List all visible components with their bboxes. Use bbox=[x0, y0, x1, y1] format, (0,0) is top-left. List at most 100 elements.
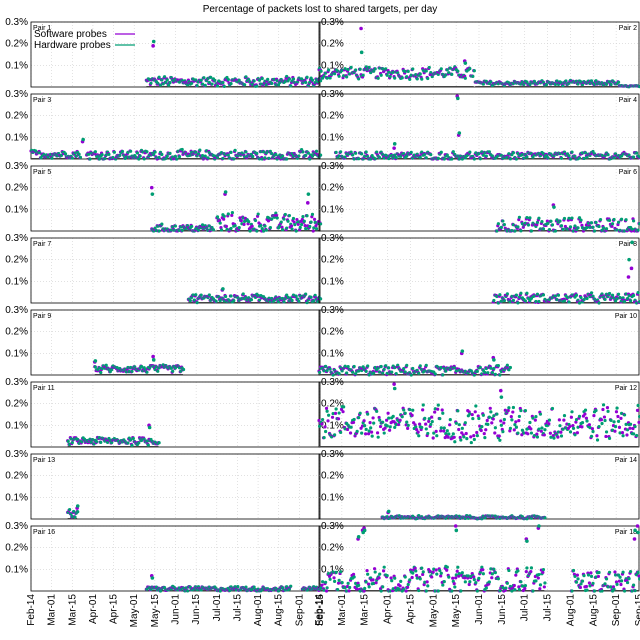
y-tick-label: 0.1% bbox=[321, 276, 344, 287]
software-point bbox=[458, 435, 462, 440]
hardware-point bbox=[420, 150, 424, 154]
software-point bbox=[333, 411, 338, 416]
hardware-point bbox=[207, 80, 211, 85]
hardware-point bbox=[137, 157, 141, 161]
hardware-point bbox=[597, 301, 601, 305]
software-point bbox=[592, 414, 596, 418]
hardware-point bbox=[312, 226, 316, 230]
hardware-point bbox=[424, 427, 428, 431]
hardware-point bbox=[73, 515, 77, 519]
software-point bbox=[389, 576, 393, 580]
software-point bbox=[371, 578, 375, 582]
software-point bbox=[626, 275, 631, 279]
software-point bbox=[523, 586, 527, 591]
panel-label: Pair 11 bbox=[33, 385, 55, 392]
hardware-point bbox=[312, 299, 316, 303]
software-point bbox=[535, 432, 539, 436]
hardware-point bbox=[582, 574, 586, 578]
software-point bbox=[484, 428, 488, 432]
hardware-point bbox=[622, 229, 627, 233]
hardware-point bbox=[618, 431, 622, 435]
software-point bbox=[481, 568, 485, 572]
software-point bbox=[542, 433, 546, 437]
software-point bbox=[374, 581, 378, 585]
hardware-point bbox=[364, 150, 368, 154]
hardware-point bbox=[445, 153, 449, 157]
hardware-point bbox=[186, 589, 190, 593]
hardware-point bbox=[535, 292, 540, 296]
hardware-point bbox=[471, 74, 475, 78]
x-tick-label: Feb-14 bbox=[314, 594, 325, 626]
hardware-point bbox=[167, 83, 171, 87]
hardware-point bbox=[324, 580, 328, 584]
hardware-point bbox=[221, 80, 225, 85]
x-tick-label: Sep-01 bbox=[611, 594, 622, 627]
hardware-point bbox=[508, 365, 512, 370]
software-point bbox=[151, 354, 155, 359]
hardware-point bbox=[357, 157, 361, 161]
software-point bbox=[617, 425, 622, 429]
panel-pair-3: 0.1% 0.2% 0.3% Pair 3 bbox=[5, 89, 323, 161]
hardware-point bbox=[531, 416, 535, 420]
software-point bbox=[499, 419, 503, 423]
hardware-point bbox=[291, 77, 296, 81]
panel-pair-10: 0.1% 0.2% 0.3% Pair 10 bbox=[317, 305, 640, 377]
hardware-point bbox=[369, 426, 373, 430]
hardware-point bbox=[493, 570, 497, 575]
software-point bbox=[442, 429, 446, 433]
hardware-point bbox=[411, 67, 415, 71]
hardware-point bbox=[70, 441, 74, 445]
hardware-point bbox=[337, 411, 341, 415]
hardware-point bbox=[564, 79, 568, 83]
software-point bbox=[366, 432, 371, 436]
software-point bbox=[406, 426, 410, 431]
software-point bbox=[439, 429, 443, 433]
hardware-point bbox=[589, 434, 594, 438]
hardware-point bbox=[621, 434, 625, 438]
hardware-point bbox=[247, 219, 251, 224]
hardware-point bbox=[591, 429, 595, 434]
software-point bbox=[339, 407, 344, 411]
hardware-point bbox=[456, 69, 460, 73]
hardware-point bbox=[334, 407, 338, 411]
hardware-point bbox=[439, 365, 443, 370]
software-point bbox=[509, 415, 513, 419]
hardware-point bbox=[534, 415, 538, 419]
hardware-point bbox=[460, 571, 464, 575]
hardware-point bbox=[585, 296, 589, 301]
hardware-point bbox=[520, 153, 525, 157]
hardware-point bbox=[289, 584, 293, 588]
panel-label: Pair 1 bbox=[33, 25, 51, 32]
hardware-point bbox=[408, 77, 412, 81]
hardware-point bbox=[50, 156, 54, 160]
hardware-point bbox=[472, 577, 476, 582]
hardware-point bbox=[200, 153, 205, 158]
hardware-point bbox=[195, 301, 199, 305]
hardware-point bbox=[631, 155, 636, 159]
software-point bbox=[410, 413, 414, 417]
software-point bbox=[610, 224, 614, 228]
hardware-point bbox=[276, 83, 281, 87]
hardware-point bbox=[417, 588, 421, 593]
hardware-point bbox=[588, 81, 592, 86]
hardware-point bbox=[585, 225, 589, 230]
hardware-point bbox=[168, 151, 172, 156]
hardware-point bbox=[393, 153, 397, 157]
software-point bbox=[498, 388, 503, 393]
hardware-point bbox=[252, 79, 256, 83]
hardware-point bbox=[606, 153, 610, 157]
hardware-point bbox=[603, 418, 607, 423]
hardware-point bbox=[465, 437, 469, 441]
hardware-point bbox=[417, 434, 421, 438]
hardware-point bbox=[232, 299, 236, 303]
hardware-point bbox=[285, 293, 289, 297]
hardware-point bbox=[609, 418, 613, 422]
hardware-point bbox=[256, 212, 260, 216]
hardware-point bbox=[543, 428, 547, 432]
hardware-point bbox=[634, 433, 639, 438]
hardware-point bbox=[633, 589, 637, 593]
hardware-point bbox=[553, 294, 558, 298]
hardware-point bbox=[460, 426, 464, 430]
hardware-point bbox=[576, 577, 580, 581]
software-point bbox=[431, 436, 435, 440]
